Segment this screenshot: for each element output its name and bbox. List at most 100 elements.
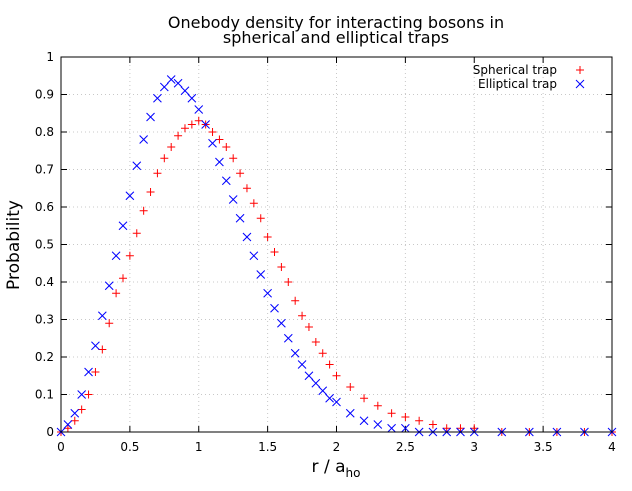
- spherical-point: [332, 371, 341, 380]
- spherical-point: [442, 424, 451, 433]
- elliptical-point: [77, 390, 87, 399]
- spherical-point: [277, 263, 286, 271]
- elliptical-point: [304, 371, 314, 381]
- spherical-point: [263, 233, 272, 241]
- elliptical-point: [125, 191, 135, 201]
- elliptical-point: [187, 93, 197, 103]
- legend-marker-spherical-glyph: [576, 66, 584, 74]
- elliptical-point: [387, 423, 396, 433]
- elliptical-point: [318, 386, 328, 396]
- x-tick-label: 2: [333, 440, 341, 454]
- elliptical-point: [283, 333, 293, 343]
- spherical-point: [270, 248, 279, 256]
- elliptical-point: [297, 360, 307, 369]
- y-tick-label: 0.4: [35, 275, 54, 289]
- spherical-point: [180, 124, 189, 133]
- spherical-point: [298, 311, 307, 320]
- y-tick-label: 0.1: [35, 388, 54, 402]
- chart-title-line-2: spherical and elliptical traps: [223, 28, 449, 47]
- y-tick-label: 1: [46, 50, 54, 64]
- x-axis-label-subscript: ho: [346, 466, 361, 480]
- spherical-point: [470, 424, 479, 433]
- elliptical-point: [235, 213, 245, 223]
- elliptical-point: [277, 318, 286, 328]
- elliptical-point: [359, 416, 369, 426]
- x-tick-label: 2.5: [396, 440, 415, 454]
- spherical-point: [428, 420, 437, 429]
- y-tick-label: 0.8: [35, 125, 54, 139]
- legend-marker-elliptical-glyph: [575, 79, 585, 89]
- elliptical-point: [201, 120, 210, 129]
- spherical-point: [146, 188, 155, 196]
- spherical-point: [84, 390, 93, 399]
- spherical-point: [208, 128, 217, 136]
- spherical-point: [318, 349, 327, 358]
- x-tick-label: 3: [470, 440, 478, 454]
- elliptical-point: [256, 270, 266, 279]
- elliptical-point: [194, 105, 204, 114]
- elliptical-point: [84, 367, 93, 377]
- y-tick-label: 0.9: [35, 88, 54, 102]
- x-tick-label: 0: [57, 440, 65, 454]
- elliptical-point: [132, 161, 142, 171]
- x-tick-label: 4: [608, 440, 616, 454]
- elliptical-point: [139, 135, 149, 144]
- spherical-point: [91, 368, 100, 376]
- x-tick-label: 1.5: [258, 440, 277, 454]
- elliptical-point: [70, 408, 80, 418]
- elliptical-point: [228, 195, 238, 204]
- elliptical-point: [63, 420, 73, 429]
- spherical-point: [284, 278, 293, 286]
- spherical-point: [387, 409, 396, 418]
- spherical-point: [346, 383, 355, 391]
- elliptical-point: [97, 311, 107, 321]
- spherical-point: [112, 289, 121, 298]
- elliptical-point: [249, 251, 259, 261]
- elliptical-point: [166, 75, 176, 84]
- elliptical-point: [311, 378, 321, 388]
- elliptical-point: [104, 281, 114, 291]
- spherical-point: [456, 424, 465, 433]
- y-axis-label: Probability: [4, 200, 24, 290]
- elliptical-point: [159, 82, 169, 92]
- elliptical-point: [221, 176, 231, 186]
- y-tick-label: 0.5: [35, 238, 54, 252]
- tick-labels: 0 0.5 1 1.5 2 2.5 3 3.5 4 0 0.1 0.2 0.3 0.4 0.5 0.6 0.7 0…: [35, 50, 616, 454]
- spherical-point: [153, 169, 162, 178]
- spherical-point: [160, 154, 169, 163]
- x-axis-label-main: r / a: [312, 457, 346, 477]
- legend-marker-elliptical: [575, 79, 585, 89]
- y-tick-label: 0.7: [35, 163, 54, 177]
- spherical-point: [229, 154, 238, 163]
- spherical-point: [174, 131, 183, 140]
- elliptical-point: [111, 251, 121, 261]
- x-tick-label: 3.5: [534, 440, 553, 454]
- y-tick-label: 0.2: [35, 350, 54, 364]
- elliptical-point: [153, 93, 162, 103]
- spherical-point: [304, 323, 313, 331]
- legend-marker-spherical: [576, 66, 584, 74]
- spherical-point: [373, 401, 382, 410]
- spherical-point: [222, 143, 231, 151]
- elliptical-point: [118, 221, 128, 231]
- x-tick-label: 1: [195, 440, 203, 454]
- elliptical-point: [215, 157, 224, 167]
- spherical-point: [105, 319, 114, 328]
- elliptical-point: [91, 341, 100, 351]
- spherical-point: [401, 413, 410, 421]
- elliptical-point: [208, 138, 217, 148]
- spherical-point: [242, 184, 251, 193]
- spherical-point: [311, 338, 320, 346]
- spherical-point: [360, 394, 369, 403]
- elliptical-point: [146, 112, 155, 122]
- spherical-point: [118, 274, 127, 283]
- legend-label-spherical: Spherical trap: [473, 63, 557, 77]
- elliptical-point: [290, 348, 300, 358]
- elliptical-point: [373, 420, 383, 429]
- grid-lines: [61, 57, 612, 432]
- spherical-point: [139, 206, 148, 215]
- elliptical-point: [332, 397, 341, 407]
- y-tick-label: 0: [46, 425, 54, 439]
- elliptical-point: [180, 86, 190, 96]
- spherical-point: [256, 214, 265, 223]
